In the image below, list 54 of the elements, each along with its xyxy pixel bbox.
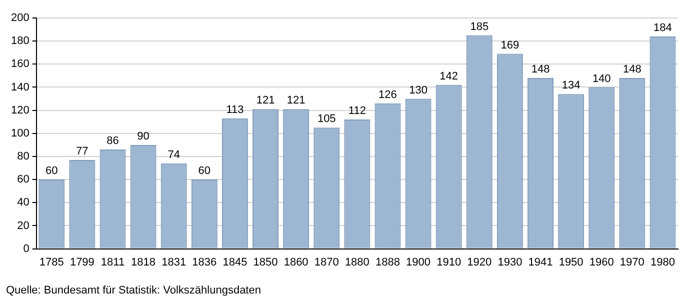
- x-tick-label: 1888: [375, 256, 400, 268]
- data-label: 148: [531, 64, 550, 76]
- x-tick-label: 1850: [253, 256, 278, 268]
- data-label: 169: [500, 39, 520, 52]
- data-label: 86: [106, 135, 119, 148]
- data-label: 121: [256, 94, 275, 107]
- data-label: 60: [46, 165, 58, 178]
- x-tick-label: 1811: [100, 256, 125, 268]
- x-tick-label: 1930: [498, 256, 522, 268]
- data-label: 148: [622, 64, 642, 76]
- data-label: 134: [562, 80, 580, 92]
- x-tick-label: 1910: [436, 256, 462, 268]
- x-tick-label: 1941: [528, 256, 553, 268]
- data-label: 140: [592, 72, 611, 85]
- data-label: 74: [168, 148, 180, 161]
- x-tick-label: 1980: [650, 256, 675, 268]
- data-label: 185: [470, 20, 489, 33]
- y-tick-label: 140: [10, 81, 30, 94]
- x-tick-label: 1920: [467, 256, 492, 268]
- x-tick-label: 1900: [406, 256, 431, 268]
- y-tick-label: 180: [10, 35, 30, 48]
- x-tick-label: 1785: [39, 256, 64, 268]
- x-tick-label: 1970: [620, 256, 644, 268]
- y-tick-label: 60: [17, 174, 30, 186]
- y-tick-label: 40: [17, 196, 30, 209]
- x-tick-label: 1799: [70, 256, 94, 268]
- x-tick-label: 1845: [222, 256, 248, 268]
- x-tick-label: 1818: [131, 256, 156, 268]
- y-tick-label: 0: [23, 242, 30, 255]
- data-label: 90: [137, 130, 150, 142]
- x-tick-label: 1831: [162, 256, 186, 268]
- x-tick-label: 1880: [344, 256, 370, 268]
- x-tick-label: 1860: [284, 256, 308, 268]
- y-tick-label: 100: [10, 127, 30, 140]
- y-tick-label: 160: [10, 58, 30, 70]
- x-tick-label: 1836: [192, 256, 217, 268]
- data-label: 121: [286, 94, 306, 107]
- data-label: 142: [440, 70, 458, 82]
- data-label: 112: [348, 105, 366, 118]
- data-label: 105: [317, 113, 336, 126]
- data-label: 113: [226, 104, 244, 116]
- y-tick-label: 200: [10, 12, 30, 24]
- data-label: 60: [198, 165, 211, 178]
- x-tick-label: 1950: [558, 256, 584, 268]
- y-tick-label: 120: [10, 104, 30, 116]
- y-tick-label: 20: [17, 220, 30, 232]
- y-tick-label: 80: [17, 150, 30, 163]
- data-label: 130: [409, 84, 428, 96]
- source-note: Quelle: Bundesamt für Statistik: Volkszählungsdaten: [6, 284, 261, 297]
- data-label: 77: [76, 145, 88, 158]
- data-label: 126: [378, 88, 397, 101]
- x-tick-label: 1960: [589, 256, 614, 268]
- data-label: 184: [654, 22, 672, 34]
- x-tick-label: 1870: [314, 256, 339, 268]
